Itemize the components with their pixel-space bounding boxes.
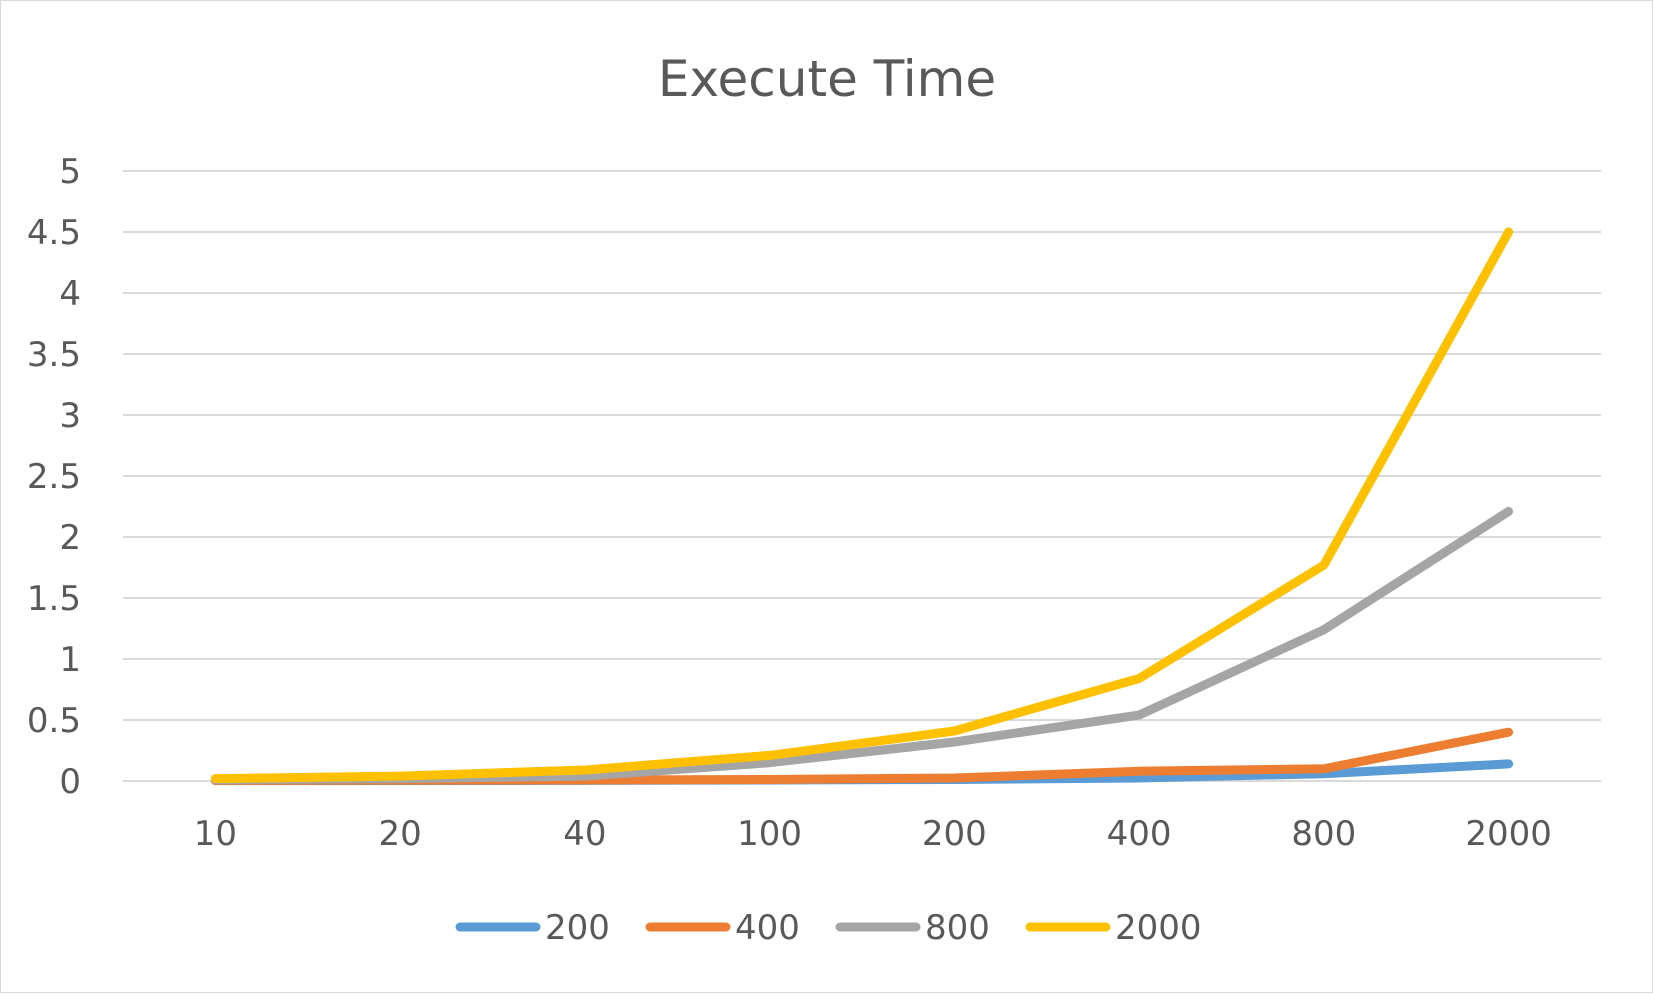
x-tick-label: 40 <box>563 814 606 854</box>
x-tick-label: 20 <box>378 814 421 854</box>
legend: 200 400 800 2000 <box>455 908 1202 948</box>
chart-title: Execute Time <box>658 50 996 108</box>
y-tick-label: 0 <box>59 762 81 802</box>
x-tick-label: 10 <box>194 814 237 854</box>
series-line-2000 <box>210 227 1514 784</box>
y-tick-label: 3 <box>59 396 81 436</box>
y-tick-label: 3.5 <box>27 335 81 375</box>
legend-label: 2000 <box>1115 908 1202 948</box>
y-tick-label: 2.5 <box>27 457 81 497</box>
legend-label: 800 <box>925 908 990 948</box>
y-tick-label: 5 <box>59 152 81 192</box>
x-tick-label: 200 <box>922 814 987 854</box>
legend-item-2000: 2000 <box>1025 908 1202 948</box>
y-tick-label: 4 <box>59 274 81 314</box>
y-tick-label: 1.5 <box>27 579 81 619</box>
legend-item-200: 200 <box>455 908 610 948</box>
x-tick-label: 800 <box>1291 814 1356 854</box>
legend-label: 400 <box>735 908 800 948</box>
series-lines <box>210 227 1514 786</box>
y-tick-label: 4.5 <box>27 213 81 253</box>
x-tick-label: 100 <box>737 814 802 854</box>
y-axis-ticks: 0 0.5 1 1.5 2 2.5 3 3.5 4 4.5 5 <box>27 152 81 802</box>
x-tick-label: 400 <box>1107 814 1172 854</box>
gridlines <box>123 170 1601 782</box>
y-tick-label: 1 <box>59 640 81 680</box>
x-axis-ticks: 10 20 40 100 200 400 800 2000 <box>194 814 1552 854</box>
legend-label: 200 <box>545 908 610 948</box>
legend-item-400: 400 <box>645 908 800 948</box>
x-tick-label: 2000 <box>1465 814 1552 854</box>
y-tick-label: 0.5 <box>27 701 81 741</box>
y-tick-label: 2 <box>59 518 81 558</box>
legend-item-800: 800 <box>835 908 990 948</box>
